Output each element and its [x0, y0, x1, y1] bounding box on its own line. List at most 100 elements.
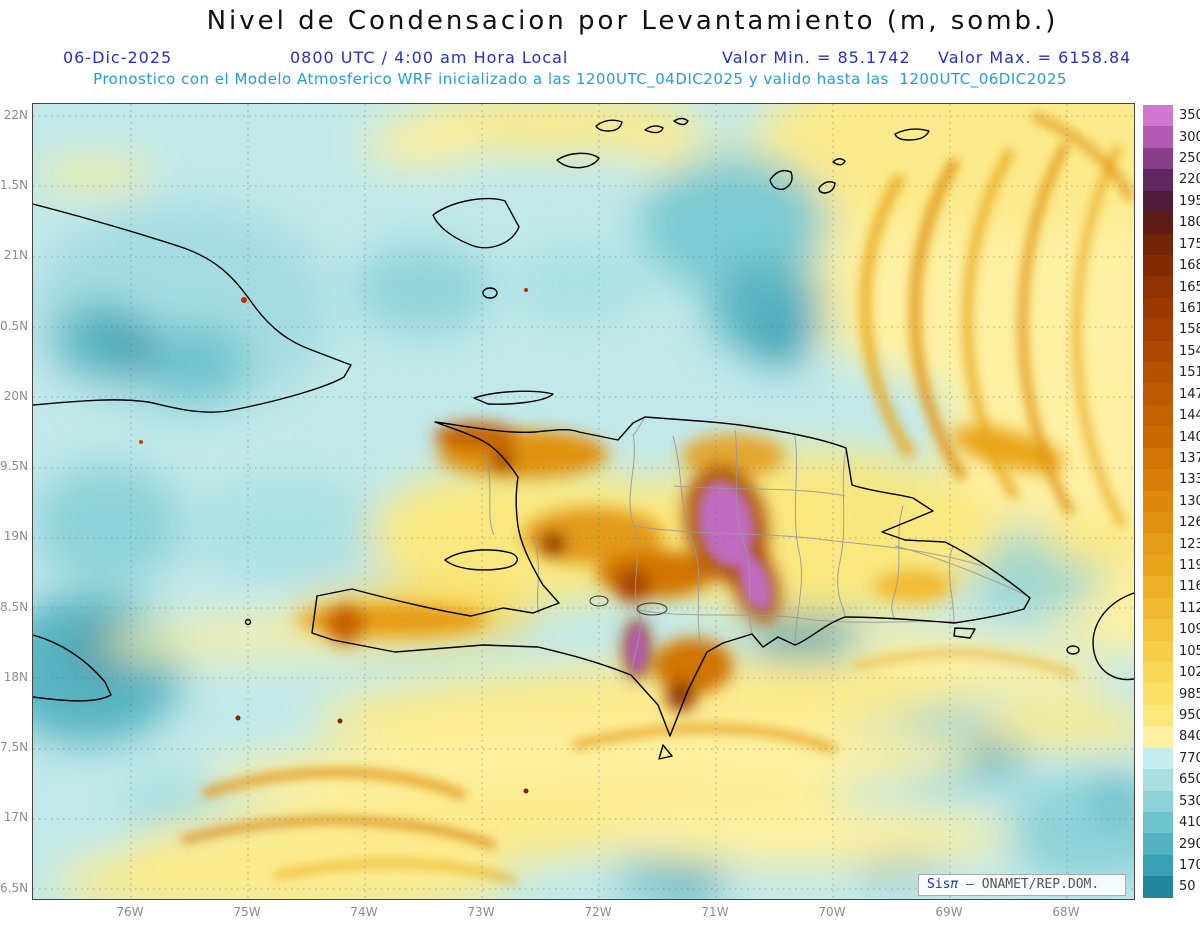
colorbar-entry: 530 — [1143, 790, 1200, 812]
lat-label: 20N — [3, 389, 28, 403]
colorbar-swatch — [1143, 661, 1173, 684]
colorbar-swatch — [1143, 854, 1173, 877]
colorbar-swatch — [1143, 640, 1173, 662]
colorbar-swatch — [1143, 619, 1173, 641]
colorbar-value: 1335 — [1179, 472, 1200, 488]
colorbar-swatch — [1143, 254, 1173, 277]
lat-label: 9.5N — [0, 459, 29, 473]
run-date: 06-Dic-2025 — [63, 48, 173, 67]
lon-label: 68W — [1052, 905, 1080, 919]
watermark-separator: — — [966, 877, 982, 892]
lat-label: 22N — [3, 108, 28, 122]
colorbar-swatch — [1143, 169, 1173, 191]
colorbar-entry: 3000 — [1143, 126, 1200, 148]
colorbar-value: 840 — [1179, 729, 1200, 745]
colorbar-swatch — [1143, 554, 1173, 577]
field-layer — [33, 104, 1134, 899]
colorbar-entry: 1650 — [1143, 276, 1200, 298]
extreme-specks-layer — [139, 288, 529, 794]
colorbar-value: 1125 — [1179, 600, 1200, 616]
colorbar-entry: 1800 — [1143, 212, 1200, 234]
colorbar-swatch — [1143, 726, 1173, 748]
colorbar-swatch — [1143, 147, 1173, 170]
admin-borders-layer — [484, 416, 1029, 674]
colorbar-entry: 1370 — [1143, 447, 1200, 470]
map-plot-area — [32, 103, 1135, 900]
colorbar-value: 1370 — [1179, 450, 1200, 466]
colorbar-value: 1650 — [1179, 279, 1200, 295]
colorbar-entry: 1300 — [1143, 490, 1200, 513]
little-inagua-island — [556, 152, 600, 169]
colorbar-swatch — [1143, 490, 1173, 513]
lat-label: 7.5N — [0, 740, 29, 754]
puerto-rico-coastline — [1092, 592, 1134, 681]
colorbar-swatch — [1143, 404, 1173, 427]
colorbar-entry: 410 — [1143, 811, 1200, 834]
colorbar-entry: 1335 — [1143, 469, 1200, 491]
colorbar-swatch — [1143, 297, 1173, 320]
coastlines-layer — [33, 117, 1134, 760]
colorbar-entry: 1475 — [1143, 383, 1200, 405]
colorbar-value: 770 — [1179, 750, 1200, 766]
colorbar-value: 170 — [1179, 857, 1200, 873]
lat-label: 8.5N — [0, 600, 29, 614]
colorbar-entry: 1545 — [1143, 340, 1200, 363]
cuba-coastline — [33, 203, 352, 413]
lon-label: 76W — [116, 905, 144, 919]
lake-enriquillo — [636, 602, 668, 616]
colorbar-entry: 3500 — [1143, 105, 1200, 127]
colorbar-entry: 950 — [1143, 704, 1200, 727]
colorbar-entry: 1510 — [1143, 362, 1200, 384]
min-value-label: Valor Min. = 85.1742 — [722, 48, 911, 67]
colorbar-entry: 650 — [1143, 769, 1200, 791]
colorbar-swatch — [1143, 833, 1173, 855]
colorbar-value: 50 — [1179, 879, 1196, 895]
lon-label: 71W — [701, 905, 729, 919]
colorbar-value: 1615 — [1179, 301, 1200, 316]
lat-label: 0.5N — [0, 319, 29, 333]
colorbar-entry: 1615 — [1143, 297, 1200, 320]
colorbar-entry: 1160 — [1143, 576, 1200, 598]
model-info: Pronostico con el Modelo Atmosferico WRF… — [93, 70, 1067, 88]
lat-label: 1.5N — [0, 178, 29, 192]
great-inagua-island — [432, 197, 520, 249]
max-value-label: Valor Max. = 6158.84 — [938, 48, 1132, 67]
colorbar-entry: 50 — [1143, 876, 1200, 898]
cay-3 — [673, 117, 689, 126]
colorbar-swatch — [1143, 447, 1173, 470]
colorbar-value: 1510 — [1179, 365, 1200, 381]
colorbar-value: 1265 — [1179, 515, 1200, 531]
colorbar-legend: 3500 3000 2500 2200 1950 1800 1750 1685 1650 1615… — [1143, 105, 1200, 898]
lat-label: 6.5N — [0, 881, 29, 895]
lat-label: 19N — [3, 529, 28, 543]
colorbar-value: 1090 — [1179, 622, 1200, 638]
colorbar-value: 1440 — [1179, 408, 1200, 424]
watermark: Sisπ — ONAMET/REP.DOM. — [918, 874, 1126, 896]
cay-2 — [644, 125, 664, 134]
etang-saumatre — [589, 595, 609, 607]
colorbar-swatch — [1143, 233, 1173, 255]
colorbar-value: 3500 — [1179, 108, 1200, 124]
colorbar-swatch — [1143, 126, 1173, 148]
colorbar-value: 1230 — [1179, 536, 1200, 552]
lon-label: 74W — [350, 905, 378, 919]
colorbar-value: 2200 — [1179, 172, 1200, 188]
colorbar-entry: 1090 — [1143, 619, 1200, 641]
colorbar-swatch — [1143, 790, 1173, 812]
colorbar-swatch — [1143, 747, 1173, 770]
mona-island — [1066, 645, 1080, 655]
colorbar-swatch — [1143, 190, 1173, 213]
wave-streaks-layer — [182, 111, 1134, 884]
colorbar-value: 1195 — [1179, 558, 1200, 574]
lat-label: 21N — [3, 248, 28, 262]
colorbar-entry: 2200 — [1143, 169, 1200, 191]
lon-label: 73W — [467, 905, 495, 919]
colorbar-swatch — [1143, 383, 1173, 405]
lat-label: 17N — [3, 810, 28, 824]
colorbar-swatch — [1143, 876, 1173, 898]
turks-island — [818, 181, 836, 194]
lat-label: 18N — [3, 670, 28, 684]
colorbar-swatch — [1143, 769, 1173, 791]
colorbar-swatch — [1143, 597, 1173, 620]
map-title: Nivel de Condensacion por Levantamiento … — [206, 6, 1059, 36]
